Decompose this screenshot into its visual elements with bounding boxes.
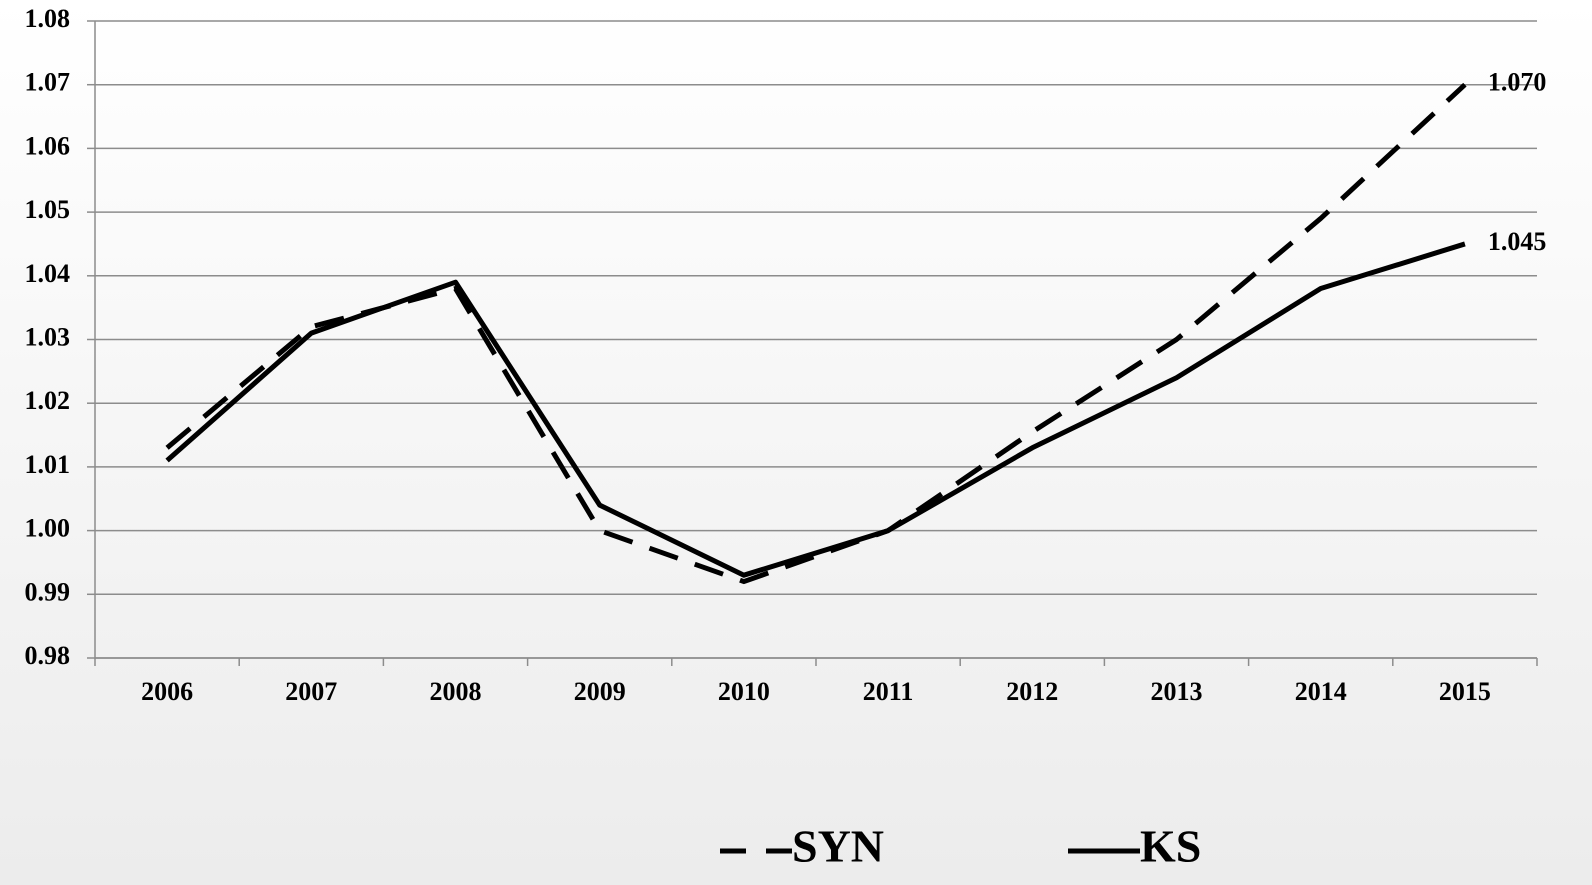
x-tick-label: 2011 [863, 677, 914, 706]
y-tick-label: 1.05 [25, 195, 71, 224]
x-tick-label: 2009 [574, 677, 626, 706]
y-tick-label: 1.01 [25, 450, 71, 479]
y-tick-label: 1.08 [25, 4, 71, 33]
y-tick-label: 1.00 [25, 514, 71, 543]
x-tick-label: 2006 [141, 677, 193, 706]
legend-label: SYN [792, 821, 884, 872]
y-tick-label: 1.06 [25, 131, 71, 160]
y-tick-label: 1.07 [25, 68, 71, 97]
x-tick-label: 2015 [1439, 677, 1491, 706]
x-tick-label: 2008 [430, 677, 482, 706]
legend-label: KS [1140, 821, 1201, 872]
x-tick-label: 2007 [285, 677, 337, 706]
x-tick-label: 2013 [1151, 677, 1203, 706]
y-tick-label: 1.04 [25, 259, 71, 288]
line [165, 241, 1466, 578]
data-label: 1.070 [1488, 68, 1547, 97]
x-tick-label: 2010 [718, 677, 770, 706]
y-tick-label: 1.02 [25, 386, 71, 415]
y-tick-label: 1.03 [25, 322, 71, 351]
y-tick-label: 0.98 [25, 641, 71, 670]
data-label: 1.045 [1488, 227, 1547, 256]
x-tick-label: 2014 [1295, 677, 1347, 706]
x-tick-label: 2012 [1006, 677, 1058, 706]
y-tick-label: 0.99 [25, 577, 71, 606]
